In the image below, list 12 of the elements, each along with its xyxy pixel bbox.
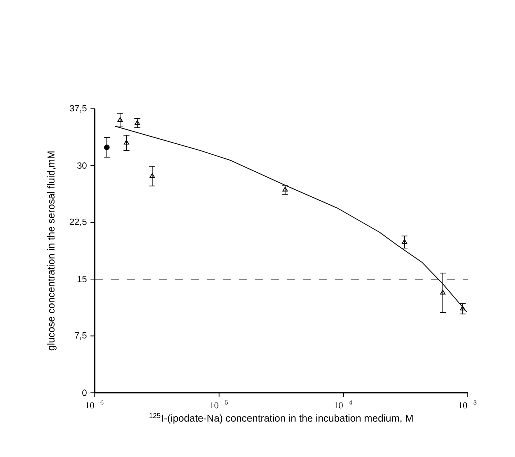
y-tick-label: 7,5	[75, 332, 87, 340]
y-tick-label: 22,5	[70, 218, 87, 226]
x-tick-label: $10^{-4}$	[334, 400, 352, 409]
y-axis-title: glucose concentration in the serosal fluid,mM	[47, 152, 57, 351]
y-tick-label: 30	[78, 162, 87, 169]
x-tick-label: $10^{-5}$	[210, 400, 228, 409]
x-tick-label: $10^{-6}$	[86, 400, 104, 409]
y-tick-label: 37,5	[70, 105, 87, 113]
y-tick-label: 0	[82, 390, 87, 396]
y-tick-label: 15	[78, 276, 87, 283]
x-axis-title: $^{125}$I-(ipodate-Na) concentration in the incubation medium, M	[150, 413, 413, 424]
x-tick-label: $10^{-3}$	[459, 400, 477, 409]
